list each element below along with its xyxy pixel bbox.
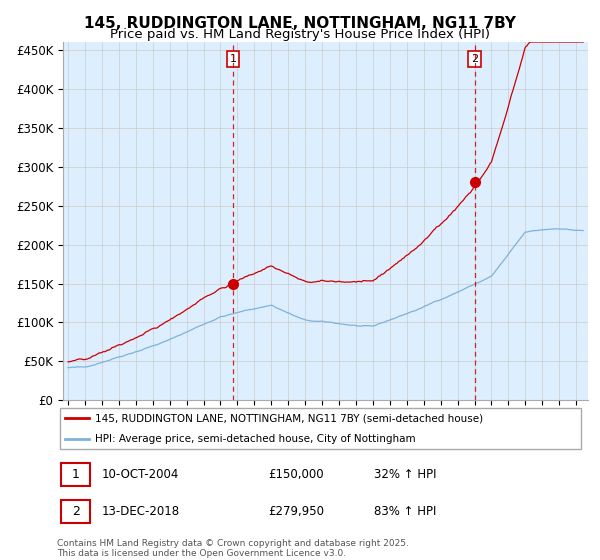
FancyBboxPatch shape bbox=[61, 501, 90, 523]
Text: 1: 1 bbox=[72, 468, 80, 481]
Text: HPI: Average price, semi-detached house, City of Nottingham: HPI: Average price, semi-detached house,… bbox=[95, 435, 416, 445]
FancyBboxPatch shape bbox=[59, 408, 581, 450]
Text: £150,000: £150,000 bbox=[268, 468, 324, 481]
Text: 2: 2 bbox=[471, 54, 478, 64]
Text: 13-DEC-2018: 13-DEC-2018 bbox=[102, 505, 180, 519]
Text: £279,950: £279,950 bbox=[268, 505, 324, 519]
Text: 83% ↑ HPI: 83% ↑ HPI bbox=[374, 505, 436, 519]
Text: Price paid vs. HM Land Registry's House Price Index (HPI): Price paid vs. HM Land Registry's House … bbox=[110, 28, 490, 41]
Text: 2: 2 bbox=[72, 505, 80, 519]
Text: 1: 1 bbox=[230, 54, 237, 64]
FancyBboxPatch shape bbox=[61, 464, 90, 486]
Text: 145, RUDDINGTON LANE, NOTTINGHAM, NG11 7BY (semi-detached house): 145, RUDDINGTON LANE, NOTTINGHAM, NG11 7… bbox=[95, 413, 483, 423]
Text: Contains HM Land Registry data © Crown copyright and database right 2025.
This d: Contains HM Land Registry data © Crown c… bbox=[57, 539, 409, 558]
Text: 32% ↑ HPI: 32% ↑ HPI bbox=[374, 468, 436, 481]
Text: 10-OCT-2004: 10-OCT-2004 bbox=[102, 468, 179, 481]
Text: 145, RUDDINGTON LANE, NOTTINGHAM, NG11 7BY: 145, RUDDINGTON LANE, NOTTINGHAM, NG11 7… bbox=[84, 16, 516, 31]
